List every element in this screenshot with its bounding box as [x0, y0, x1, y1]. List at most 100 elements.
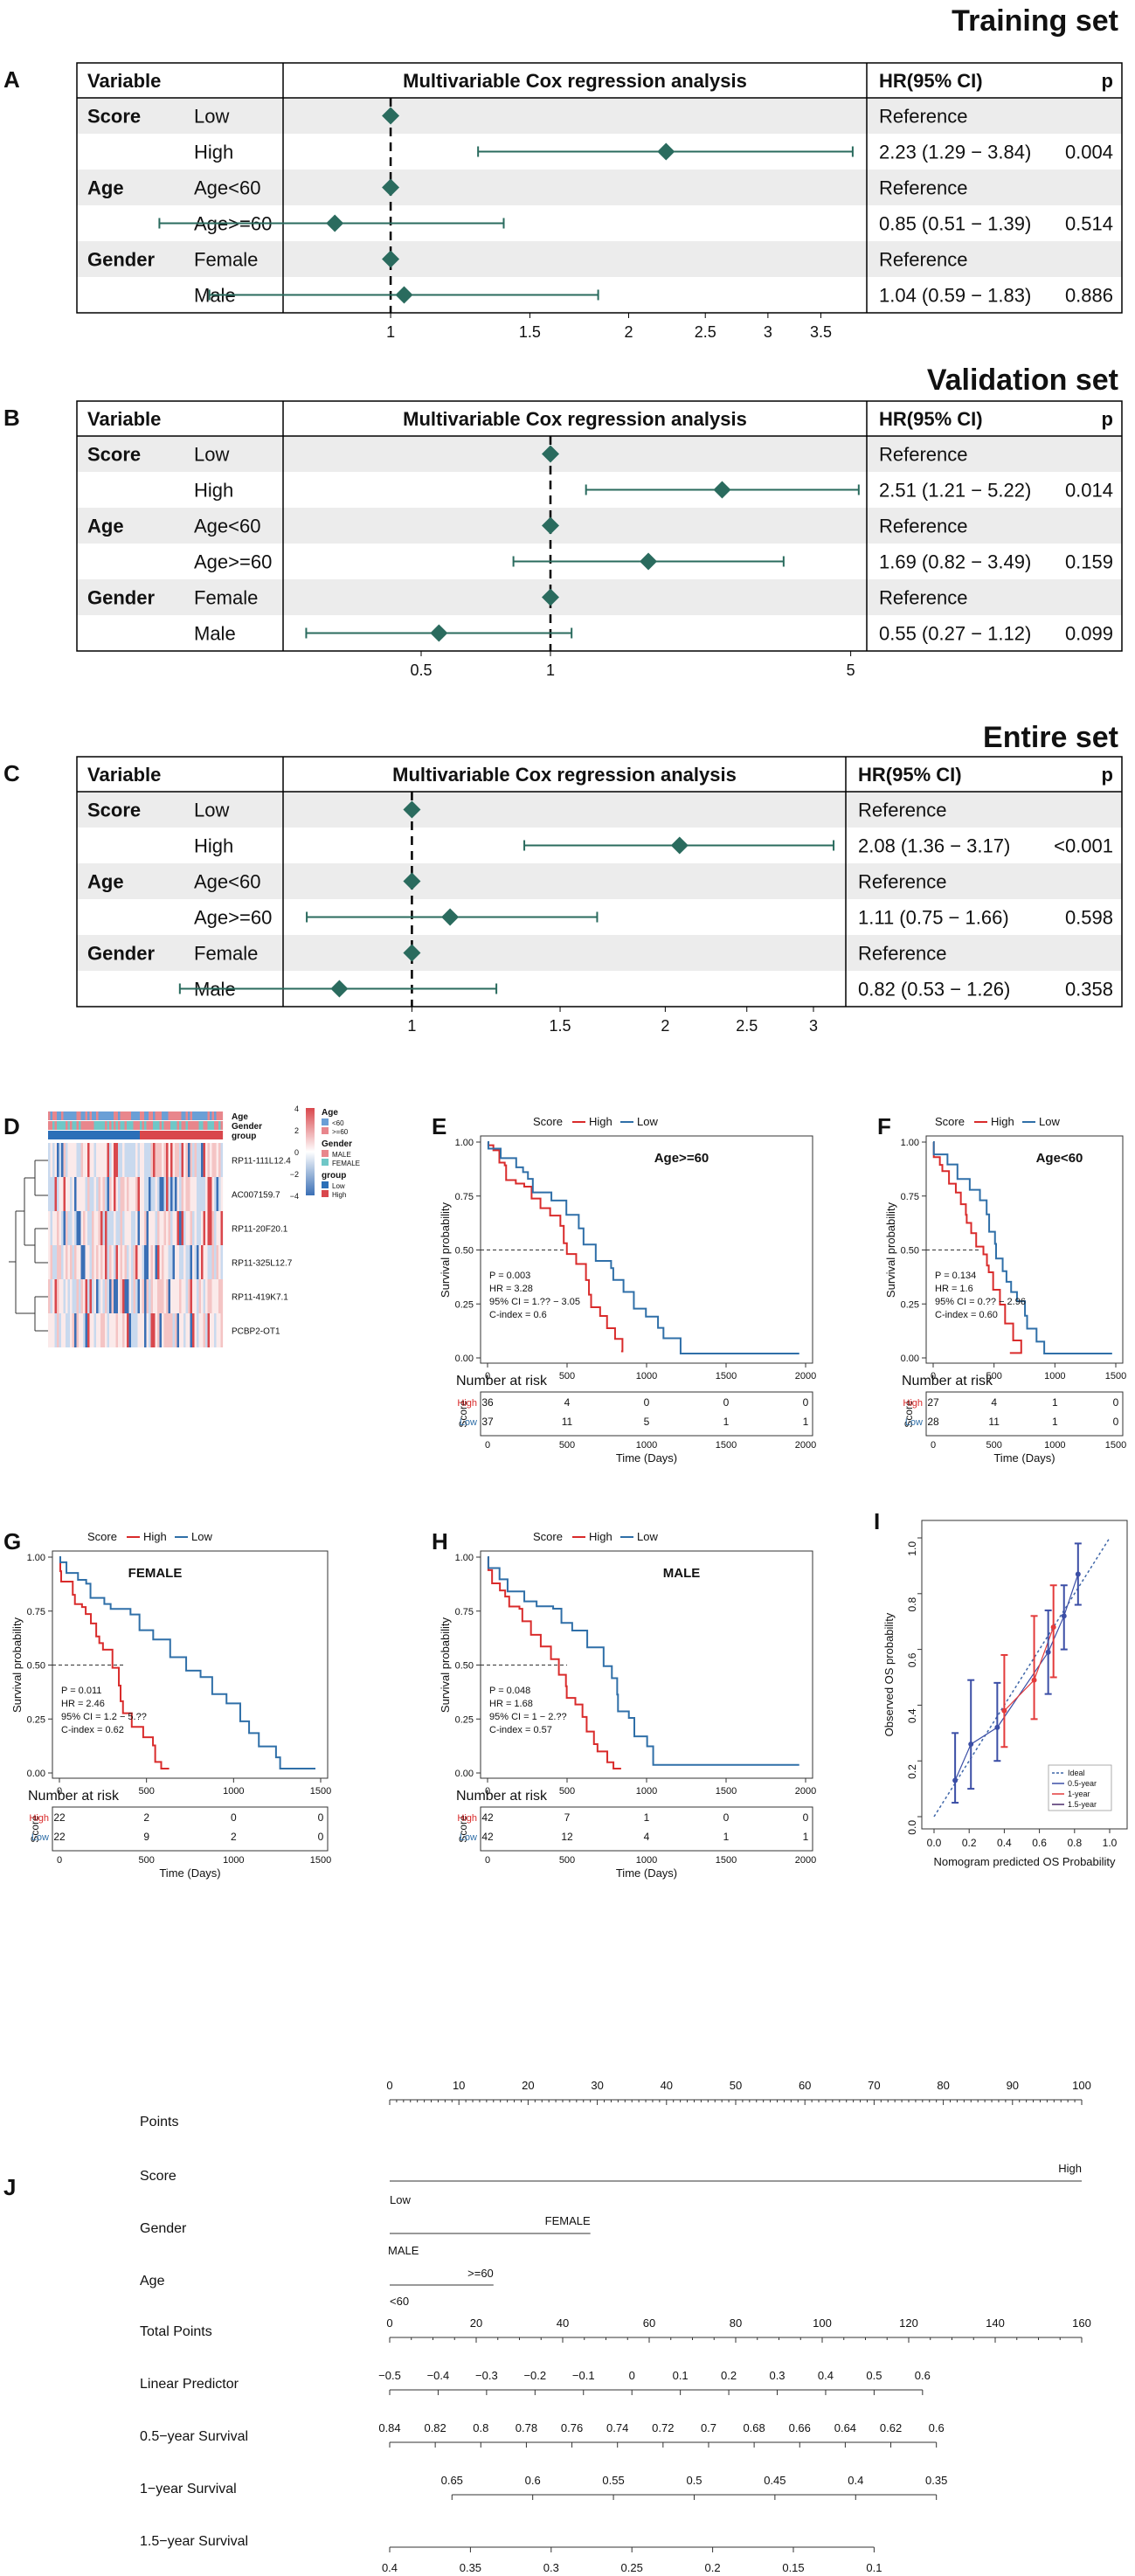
- annotation-cell: [214, 1131, 217, 1139]
- heatmap-cell: [131, 1177, 134, 1211]
- heatmap-cell: [107, 1313, 110, 1347]
- annotation-cell: [153, 1121, 156, 1130]
- heatmap-cell: [128, 1279, 132, 1313]
- annotation-cell: [89, 1111, 93, 1120]
- annotation-cell: [146, 1121, 149, 1130]
- annotation-cell: [146, 1131, 149, 1139]
- x-tick: 3: [809, 1017, 818, 1035]
- heatmap-cell: [176, 1211, 180, 1245]
- heatmap-cell: [57, 1245, 59, 1279]
- annotation-cell: [80, 1111, 84, 1120]
- calibration-panel: I 0.0 0.0 0.2 0.2 0.4 0.4 0.6 0.6 0.8 0.8 1.0 1.0 Nom…: [874, 1508, 1128, 1868]
- heatmap-cell: [100, 1245, 103, 1279]
- annotation-cell: [170, 1121, 173, 1130]
- heatmap-cell: [80, 1143, 84, 1177]
- annotation-cell: [218, 1111, 221, 1120]
- heatmap-cell: [122, 1177, 125, 1211]
- row-level: Male: [194, 623, 236, 645]
- heatmap-cell: [207, 1211, 211, 1245]
- total-tick: 40: [557, 2316, 569, 2330]
- forest-panel-B: Validation set B Variable Multivariable Cox…: [3, 364, 1123, 679]
- km-subtitle: Age<60: [1036, 1151, 1083, 1166]
- heatmap-cell: [63, 1279, 66, 1313]
- annotation-cell: [210, 1121, 212, 1130]
- annotation-cell: [76, 1111, 80, 1120]
- heatmap-cell: [66, 1211, 68, 1245]
- annotation-cell: [80, 1121, 84, 1130]
- row-p: 0.886: [1065, 285, 1113, 307]
- risk-high-count: 27: [927, 1396, 939, 1409]
- total-tick: 20: [470, 2316, 482, 2330]
- panel-title: Entire set: [983, 721, 1118, 754]
- heatmap-cell: [111, 1177, 114, 1211]
- heatmap-cell: [72, 1177, 75, 1211]
- risk-high-label: High: [29, 1813, 49, 1824]
- km-stat: C-index = 0.62: [61, 1725, 124, 1735]
- annotation-cell: [192, 1131, 195, 1139]
- annotation-cell: [192, 1121, 195, 1130]
- heatmap-cell: [142, 1211, 145, 1245]
- heatmap-cell: [66, 1313, 68, 1347]
- annotation-cell: [114, 1111, 116, 1120]
- legend-high: High: [991, 1115, 1014, 1128]
- risk-x-tick: 1500: [716, 1440, 737, 1451]
- row-level: Female: [194, 587, 258, 609]
- annotation-cell: [122, 1121, 125, 1130]
- heatmap-cell: [197, 1245, 199, 1279]
- heatmap-cell: [166, 1177, 169, 1211]
- heatmap-cell: [66, 1279, 68, 1313]
- heatmap-cell: [98, 1211, 101, 1245]
- heatmap-cell: [52, 1143, 55, 1177]
- heatmap-cell: [50, 1245, 53, 1279]
- heatmap-cell: [48, 1279, 51, 1313]
- header-p: p: [1102, 764, 1113, 786]
- heatmap-cell: [70, 1313, 73, 1347]
- annotation-cell: [162, 1111, 164, 1120]
- heatmap-cell: [74, 1279, 77, 1313]
- heatmap-cell: [168, 1211, 171, 1245]
- heatmap-cell: [137, 1211, 141, 1245]
- heatmap-cell: [87, 1211, 90, 1245]
- heatmap-cell: [201, 1245, 204, 1279]
- heatmap-cell: [166, 1211, 169, 1245]
- heatmap-cell: [144, 1211, 147, 1245]
- annotation-cell: [122, 1131, 125, 1139]
- y-tick: 0.00: [901, 1354, 919, 1364]
- heatmap-cell: [190, 1177, 193, 1211]
- km-curve-high: [487, 1141, 624, 1353]
- heatmap-cell: [150, 1245, 154, 1279]
- annotation-cell: [63, 1121, 66, 1130]
- heatmap-cell: [170, 1143, 173, 1177]
- row-hr-label: Reference: [879, 516, 968, 537]
- risk-low-count: 11: [988, 1416, 1000, 1428]
- annotation-cell: [87, 1121, 90, 1130]
- risk-ylabel: Score: [29, 1815, 41, 1843]
- heatmap-cell: [210, 1211, 212, 1245]
- total-tick: 160: [1072, 2316, 1091, 2330]
- annotation-cell: [66, 1131, 68, 1139]
- annotation-cell: [210, 1111, 212, 1120]
- km-subtitle: FEMALE: [128, 1566, 183, 1581]
- heatmap-cell: [163, 1279, 167, 1313]
- annotation-label: group: [232, 1132, 256, 1141]
- y-tick: 0.25: [455, 1299, 474, 1310]
- x-tick: 0: [485, 1786, 490, 1797]
- heatmap-cell: [124, 1177, 128, 1211]
- annotation-cell: [201, 1121, 204, 1130]
- hr-point: [713, 481, 731, 499]
- heatmap-cell: [172, 1279, 176, 1313]
- heatmap-cell: [102, 1143, 106, 1177]
- y-tick: 0.0: [906, 1820, 918, 1835]
- risk-low-count: 22: [53, 1831, 66, 1843]
- heatmap-cell: [96, 1211, 99, 1245]
- y-tick: 0.25: [27, 1714, 45, 1725]
- x-tick: 500: [559, 1371, 575, 1381]
- heatmap-cell: [54, 1245, 58, 1279]
- heatmap-cell: [76, 1245, 80, 1279]
- heatmap-cell: [150, 1143, 154, 1177]
- row-label: 1−year Survival: [140, 2482, 237, 2496]
- heatmap-cell: [197, 1313, 199, 1347]
- surv15-tick: 0.15: [782, 2561, 804, 2574]
- heatmap-cell: [57, 1211, 59, 1245]
- heatmap-cell: [83, 1279, 86, 1313]
